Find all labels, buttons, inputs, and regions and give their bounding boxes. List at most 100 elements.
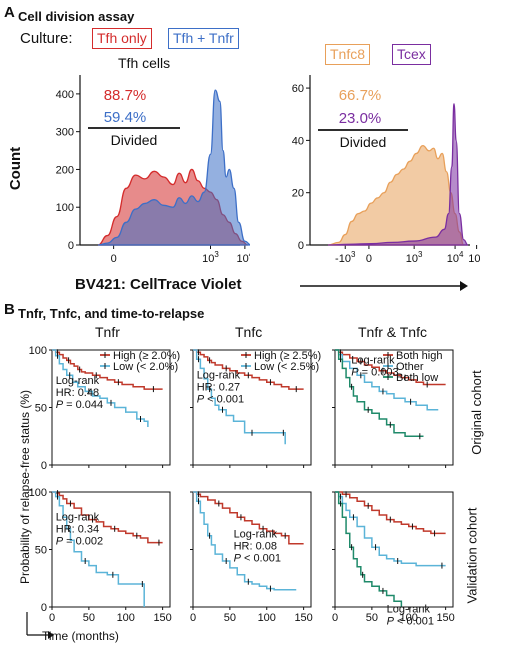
y-tick-label: 0: [298, 240, 304, 252]
km-curve-1: [335, 491, 446, 535]
culture-label: Culture:: [20, 30, 73, 47]
km-legend-label: Other: [396, 361, 424, 373]
km-stat-line: Log-rank: [56, 511, 100, 523]
km-legend-label: Low (< 2.5%): [254, 361, 319, 373]
y-tick-label: 100: [56, 202, 74, 214]
km-legend-label: Both low: [396, 372, 438, 384]
km-curve-1: [335, 349, 446, 386]
corner-arrows: [26, 612, 54, 639]
xaxis-arrow: [300, 281, 468, 291]
km-curve-1: [52, 349, 163, 390]
panel-a-xlabel: BV421: CellTrace Violet: [75, 276, 242, 293]
km-y-tick-label: 50: [35, 545, 47, 557]
km-stat-line: P < 0.001: [387, 615, 434, 627]
y-tick-label: 60: [292, 83, 304, 95]
km-stat-line: P < 0.001: [197, 393, 244, 405]
km-y-tick-label: 100: [29, 487, 47, 499]
y-tick-label: 400: [56, 89, 74, 101]
km-x-tick-label: 50: [224, 612, 236, 624]
x-tick-label: 103: [202, 250, 219, 265]
x-tick-label: 104: [447, 250, 464, 265]
km-curve-2: [193, 349, 286, 445]
km-panel-1: 0 50 100 High (≥ 2.0%)Low (< 2.0%) Log-rankH…: [29, 345, 181, 472]
km-x-tick-label: 100: [117, 612, 135, 624]
km-stat-line: Log-rank: [387, 603, 431, 615]
km-y-tick-label: 0: [41, 602, 47, 614]
km-y-tick-label: 0: [41, 460, 47, 472]
km-x-tick-label: 0: [190, 612, 196, 624]
km-curve-2: [52, 349, 149, 428]
legend-tnfc8: Tnfc8: [325, 44, 371, 65]
y-tick-label: 300: [56, 127, 74, 139]
km-curve-3: [335, 349, 424, 437]
y-tick-label: 40: [292, 135, 304, 147]
percent-divided-label: 59.4%: [104, 109, 147, 126]
legend-tfh-only: Tfh only: [92, 28, 152, 49]
x-tick-label: -103: [335, 250, 356, 265]
legend-tcex: Tcex: [392, 44, 431, 65]
x-tick-label: 104: [237, 250, 250, 265]
km-curve-3: [335, 491, 403, 607]
histogram-area-1: [327, 144, 465, 246]
x-tick-label: 0: [111, 253, 117, 265]
km-x-tick-label: 150: [294, 612, 312, 624]
y-tick-label: 20: [292, 188, 304, 200]
panel-b-title: Tnfr, Tnfc, and time-to-relapse: [18, 306, 205, 321]
km-legend-label: Low (< 2.0%): [113, 361, 178, 373]
km-curve-2: [335, 491, 446, 567]
km-x-tick-label: 150: [436, 612, 454, 624]
km-stat-line: P = 0.002: [56, 535, 103, 547]
km-y-tick-label: 50: [35, 403, 47, 415]
percent-divided-label: 66.7%: [339, 87, 382, 104]
km-legend-label: Both high: [396, 350, 442, 362]
divided-label: Divided: [111, 132, 158, 148]
km-title-combined: Tnfr & Tnfc: [358, 324, 427, 340]
panel-a-ylabel: Count: [7, 146, 25, 191]
km-stat-line: HR: 0.08: [234, 541, 277, 553]
km-y-tick-label: 100: [29, 345, 47, 357]
km-x-tick-label: 100: [258, 612, 276, 624]
km-x-tick-label: 50: [366, 612, 378, 624]
percent-divided-label: 88.7%: [104, 87, 147, 104]
km-stat-line: HR: 0.27: [197, 381, 240, 393]
histogram-area-2: [97, 89, 250, 246]
km-stat-line: Log-rank: [197, 369, 241, 381]
km-xlabel: Time (months): [42, 629, 119, 643]
histogram-tnfc: 0 20 40 60 -103 0 103 104 105 66.7% 23.0% Divided: [292, 75, 480, 265]
x-tick-label: 0: [366, 253, 372, 265]
km-curve-2: [335, 349, 439, 411]
km-curve-1: [52, 491, 163, 544]
km-x-tick-label: 50: [83, 612, 95, 624]
km-legend-label: High (≥ 2.5%): [254, 350, 321, 362]
km-curve-1: [193, 349, 304, 390]
km-x-tick-label: 100: [400, 612, 418, 624]
panel-a-letter: A: [4, 4, 15, 21]
km-curve-2: [52, 491, 145, 607]
km-stat-line: Log-rank: [351, 354, 395, 366]
x-tick-label: 105: [468, 250, 480, 265]
panel-b-letter: B: [4, 301, 15, 318]
legend-tfh-tnfr: Tfh + Tnfr: [168, 28, 239, 49]
histogram-tfh: 0 100 200 300 400 0 103 104 88.7% 59.4% Divided: [56, 75, 250, 265]
km-stat-line: Log-rank: [56, 375, 100, 387]
km-x-tick-label: 0: [332, 612, 338, 624]
km-x-tick-label: 150: [153, 612, 171, 624]
percent-divided-label: 23.0%: [339, 110, 382, 127]
km-title-tnfc: Tnfc: [235, 324, 263, 340]
y-tick-label: 200: [56, 164, 74, 176]
km-stat-line: P = 0.003: [351, 366, 398, 378]
km-stat-line: HR: 0.34: [56, 523, 99, 535]
km-stat-line: HR: 0.48: [56, 387, 99, 399]
km-stat-line: P = 0.044: [56, 399, 103, 411]
km-frame: [51, 491, 171, 608]
km-stat-line: P < 0.001: [234, 553, 281, 565]
x-tick-label: 103: [406, 250, 423, 265]
km-legend-label: High (≥ 2.0%): [113, 350, 180, 362]
histogram-area-2: [327, 103, 469, 246]
